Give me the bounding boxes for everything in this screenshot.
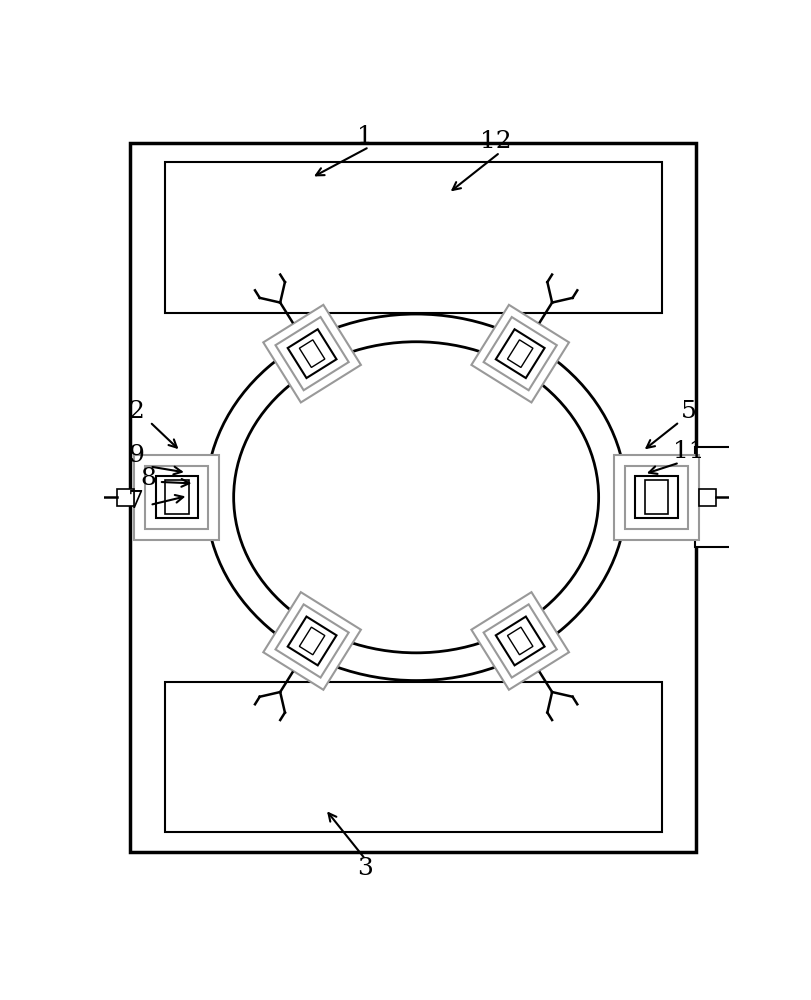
Polygon shape [275,604,348,678]
Bar [613,455,698,540]
Polygon shape [483,604,556,678]
Bar [156,476,198,518]
Polygon shape [496,329,544,378]
Bar [698,489,714,506]
Text: 12: 12 [480,130,512,153]
Polygon shape [263,305,360,402]
Text: 1: 1 [357,125,373,148]
Bar [624,466,687,529]
Polygon shape [471,592,569,690]
Text: 8: 8 [140,467,156,490]
Bar [644,480,667,514]
Text: 7: 7 [128,490,144,513]
Polygon shape [299,627,324,655]
Text: 5: 5 [680,400,696,423]
Polygon shape [507,627,532,655]
Polygon shape [287,617,336,665]
Text: 3: 3 [357,857,373,880]
Text: 2: 2 [128,400,144,423]
Text: 11: 11 [672,440,704,463]
Polygon shape [471,305,569,402]
Polygon shape [496,617,544,665]
Polygon shape [483,317,556,390]
Bar [165,480,188,514]
Polygon shape [299,340,324,367]
Bar [634,476,676,518]
Bar [165,162,661,312]
Bar [118,489,134,506]
Polygon shape [507,340,532,367]
Bar [165,682,661,832]
Polygon shape [263,592,360,690]
Bar [134,455,219,540]
Bar [694,447,767,547]
Polygon shape [287,329,336,378]
Text: 9: 9 [128,444,144,467]
Bar [144,466,208,529]
Polygon shape [275,317,348,390]
